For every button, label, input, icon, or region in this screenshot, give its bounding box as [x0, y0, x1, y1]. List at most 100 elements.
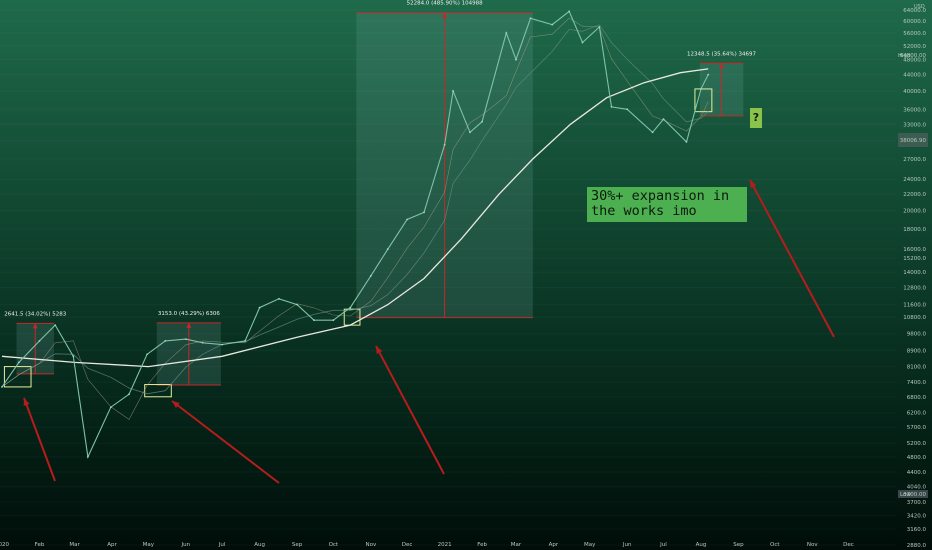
measure-label: 52284.0 (485.90%) 104988 — [407, 1, 483, 7]
measure-label: 3153.0 (43.29%) 6306 — [158, 311, 221, 317]
measure-arrowhead — [32, 323, 38, 329]
measure-arrowhead — [186, 322, 192, 328]
price-point — [386, 248, 389, 251]
x-tick-label: Sep — [733, 542, 744, 548]
low-tag: Low — [900, 492, 911, 498]
price-layer — [1, 10, 710, 459]
x-tick-label: Nov — [807, 542, 818, 548]
x-tick-label: 2020 — [0, 542, 9, 548]
price-point — [369, 275, 372, 277]
current-price-value: 38006.90 — [900, 138, 927, 144]
price-point — [707, 73, 710, 76]
price-point — [610, 105, 613, 108]
y-tick-label: 44000.0 — [903, 73, 926, 79]
x-tick-label: Aug — [696, 542, 707, 548]
moving-average-layer — [1, 17, 709, 420]
price-point — [581, 41, 584, 44]
price-point — [278, 297, 280, 300]
arrow-annotations — [23, 179, 835, 484]
x-axis: 2020 Feb Mar Apr May Jun Jul Aug Sep Oct Nov Dec 202… — [0, 542, 854, 548]
price-point — [406, 218, 409, 221]
y-tick-label: 8100.0 — [907, 365, 927, 371]
ma-short-line — [1, 17, 709, 420]
price-point — [18, 361, 20, 364]
price-point — [201, 341, 204, 344]
y-tick-label: 36000.0 — [903, 107, 926, 113]
y-tick-label: 15200.0 — [903, 256, 926, 262]
red-arrowhead — [750, 180, 757, 188]
y-tick-label: 60000.0 — [903, 19, 926, 25]
price-point — [184, 338, 187, 340]
measure-label: 12348.5 (35.64%) 34697 — [687, 51, 757, 57]
price-point — [146, 353, 149, 356]
price-point — [86, 455, 89, 458]
axis-unit-label: USD — [914, 4, 925, 10]
price-point — [469, 131, 471, 134]
y-tick-label: 4040.0 — [907, 485, 927, 491]
y-tick-label: 10800.0 — [903, 315, 926, 321]
y-tick-label: 2880.0 — [907, 543, 927, 549]
x-tick-label: Jun — [622, 542, 632, 548]
price-point — [313, 319, 315, 322]
x-tick-label: Apr — [107, 542, 117, 548]
y-tick-label: 11600.0 — [903, 303, 926, 309]
x-tick-label: Dec — [843, 542, 854, 548]
price-point — [349, 306, 352, 309]
low-value: 3700.00 — [903, 492, 926, 498]
x-tick-label: Jul — [218, 542, 226, 548]
price-point — [568, 10, 571, 13]
price-point — [551, 23, 554, 26]
y-tick-label: 6800.0 — [907, 395, 927, 401]
measurement-boxes: 2641.5 (34.02%) 5283 3153.0 (43.29%) 6306… — [3, 1, 757, 398]
current-price-tag — [898, 133, 928, 147]
breakout-highlight — [144, 384, 172, 398]
price-point — [700, 88, 702, 90]
x-tick-label: Mar — [69, 542, 80, 548]
breakout-highlight — [3, 366, 32, 388]
x-tick-label: Oct — [329, 542, 339, 548]
measure-label: 2641.5 (34.02%) 5283 — [4, 311, 67, 317]
red-arrowhead — [23, 398, 30, 406]
annotation-callout: 30%+ expansion in the works imo — [587, 187, 747, 222]
y-tick-label: 24000.0 — [903, 177, 926, 183]
price-point — [296, 303, 298, 306]
x-tick-label: Feb — [477, 542, 487, 548]
price-point — [1, 386, 3, 388]
y-tick-label: 12800.0 — [903, 286, 926, 292]
price-point — [221, 343, 223, 346]
x-tick-label: Dec — [402, 542, 413, 548]
price-point — [258, 306, 261, 309]
x-tick-label: Jul — [659, 542, 667, 548]
red-arrowhead — [172, 401, 180, 408]
y-tick-label: 3420.0 — [907, 513, 927, 519]
y-tick-label: 3160.0 — [907, 527, 927, 533]
y-tick-label: 14000.0 — [903, 270, 926, 276]
ma-200-line — [1, 68, 709, 368]
price-point — [38, 340, 41, 342]
x-tick-label: Apr — [549, 542, 559, 548]
y-tick-label: 56000.0 — [903, 31, 926, 37]
y-axis: 64000.0 60000.0 56000.0 52000.0 48000.0 44000… — [898, 8, 928, 549]
y-tick-label: 6200.0 — [907, 411, 927, 417]
ma-medium-line — [1, 24, 709, 395]
y-tick-label: 4800.0 — [907, 455, 927, 461]
y-tick-label: 16000.0 — [903, 247, 926, 253]
measure-arrowhead — [442, 12, 448, 18]
y-tick-label: 33000.0 — [903, 122, 926, 128]
x-tick-label: May — [143, 542, 155, 548]
x-tick-label: Mar — [511, 542, 522, 548]
price-point — [529, 17, 532, 20]
y-tick-label: 8900.0 — [907, 348, 927, 354]
price-point — [505, 32, 508, 34]
price-point — [452, 90, 454, 92]
price-point — [685, 140, 688, 143]
y-tick-label: 5700.0 — [907, 425, 927, 431]
red-arrow — [171, 400, 280, 484]
x-tick-label: Feb — [35, 542, 45, 548]
price-point — [423, 211, 425, 214]
x-tick-label: May — [584, 542, 596, 548]
price-point — [244, 340, 246, 342]
y-tick-label: 4400.0 — [907, 470, 927, 476]
